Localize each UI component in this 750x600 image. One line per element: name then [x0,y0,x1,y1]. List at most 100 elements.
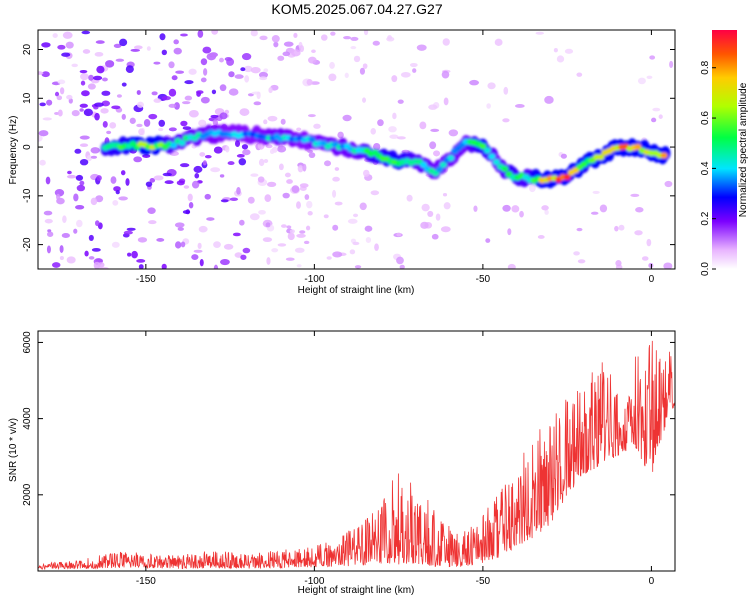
noise-speck [236,186,241,195]
noise-speck [435,213,441,221]
noise-speck [94,112,100,121]
noise-speck [95,220,100,227]
noise-speck [210,167,221,173]
noise-speck [115,190,120,195]
noise-speck [46,99,53,106]
noise-speck [199,152,206,157]
noise-speck [637,77,646,85]
noise-speck [399,264,405,269]
noise-speck [238,158,247,166]
noise-speck [614,225,619,232]
noise-speck [280,118,286,125]
noise-speck [440,226,451,233]
noise-speck [168,103,177,108]
noise-speck [328,73,337,82]
noise-speck [441,70,450,79]
spectrogram-x-tick-label: -100 [304,274,324,285]
noise-speck [81,30,91,35]
noise-speck [59,245,64,253]
noise-speck [148,220,157,225]
noise-speck [299,183,309,188]
snr-x-tick-label: -100 [304,576,324,587]
noise-speck [197,30,204,38]
noise-speck [374,243,379,251]
noise-speck [267,115,278,122]
noise-speck [61,232,70,238]
noise-speck [448,129,459,137]
snr-y-axis: 2000 4000 6000 [22,331,675,506]
noise-speck [313,123,321,129]
noise-speck [62,215,67,223]
noise-speck [182,210,191,215]
noise-speck [149,178,156,183]
noise-speck [649,55,656,60]
noise-speck [125,65,134,74]
noise-speck [343,36,352,40]
noise-speck [535,31,544,35]
noise-speck [202,46,212,54]
noise-speck [296,264,302,268]
noise-speck [38,135,41,142]
noise-speck [429,141,437,150]
noise-speck [363,169,370,177]
spectrogram-y-tick-label: 0 [22,144,33,150]
noise-speck [553,48,558,53]
noise-speck [184,80,194,85]
noise-speck [176,180,185,186]
noise-speck [281,224,287,228]
noise-speck [359,202,367,211]
noise-speck [92,75,103,81]
noise-speck [79,103,88,108]
noise-speck [200,77,207,83]
noise-speck [47,231,54,237]
noise-speck [111,241,120,248]
noise-speck [179,163,190,168]
noise-speck [196,90,204,95]
noise-speck [56,193,61,201]
noise-speck [311,49,316,53]
noise-speck [79,135,90,140]
noise-speck [651,117,657,123]
noise-speck [65,41,74,49]
noise-speck [308,152,316,159]
noise-speck [193,165,203,173]
noise-speck [93,102,104,107]
noise-speck [129,117,136,124]
noise-speck [239,108,250,116]
noise-speck [180,33,188,37]
noise-speck [173,47,182,55]
spectrogram-x-tick-label: 0 [649,274,655,285]
noise-speck [116,94,122,98]
colorbar-tick-label: 0.4 [700,161,711,175]
noise-speck [182,126,192,130]
noise-speck [73,193,79,202]
noise-speck [102,120,108,128]
noise-speck [95,195,104,203]
ridge-cell [492,158,500,165]
noise-speck [174,102,180,110]
noise-speck [133,45,143,50]
colorbar-tick-label: 0.8 [700,60,711,74]
noise-speck [158,119,166,127]
noise-speck [507,228,512,236]
noise-speck [308,114,316,118]
noise-speck [263,68,269,73]
noise-speck [54,91,60,97]
noise-speck [111,105,121,110]
noise-speck [419,121,427,130]
noise-speck [82,49,91,54]
noise-speck [182,101,191,105]
noise-speck [321,34,328,41]
noise-speck [66,94,73,100]
noise-speck [442,192,448,197]
noise-speck [577,259,586,264]
spectrogram-y-axis: -20 -10 0 10 20 [22,44,675,252]
noise-speck [354,265,362,269]
noise-speck [391,75,398,83]
noise-speck [258,158,265,167]
noise-speck [241,144,249,150]
noise-speck [88,74,94,81]
noise-speck [188,202,194,209]
noise-speck [349,249,356,255]
